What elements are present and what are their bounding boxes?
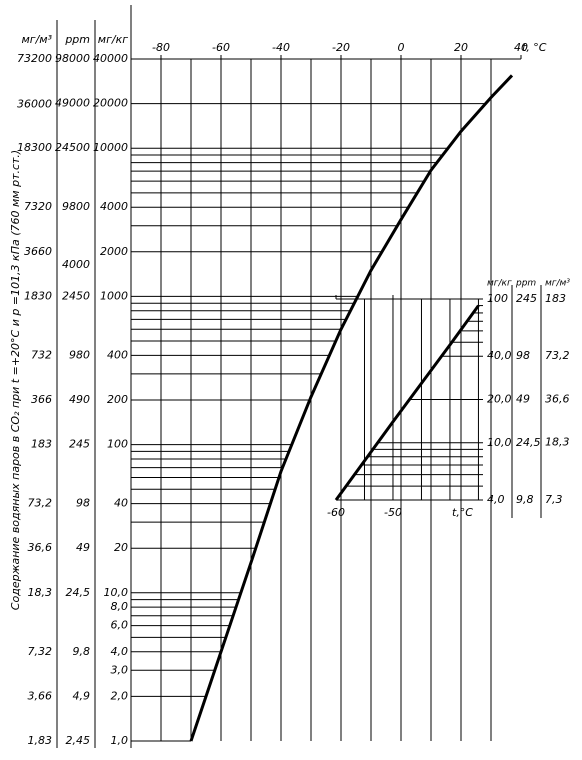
curve <box>334 304 480 501</box>
inset-background <box>336 270 576 520</box>
y-tick-label: 4,9 <box>73 689 91 702</box>
y-tick-label: 2450 <box>62 289 90 302</box>
y-tick-label: 245 <box>69 438 90 451</box>
y-tick-label: 7320 <box>24 200 52 213</box>
y-tick-label: 980 <box>69 348 90 361</box>
y-tick-label: 3,0 <box>111 663 129 676</box>
y-tick-label: 1,0 <box>111 734 129 747</box>
axis-header: мг/кг <box>487 279 512 289</box>
y-axis-title: Содержание водяных паров в CO₂ при t =+2… <box>9 150 22 610</box>
y-tick-label: 24,5 <box>516 436 541 449</box>
y-tick-label: 1,83 <box>28 734 53 747</box>
x-tick-label: 40 <box>514 41 528 54</box>
y-tick-label: 1830 <box>24 289 52 302</box>
x-tick-label: -60 <box>212 41 230 54</box>
y-tick-label: 18,3 <box>28 586 53 599</box>
y-tick-label: 200 <box>107 393 128 406</box>
x-tick-label: -40 <box>272 41 290 54</box>
y-tick-label: 36000 <box>17 98 52 111</box>
y-tick-label: 18300 <box>17 141 52 154</box>
y-tick-label: 73,2 <box>28 497 53 510</box>
y-tick-label: 49 <box>76 541 90 554</box>
y-tick-label: 10,0 <box>487 436 512 449</box>
y-tick-label: 2000 <box>100 245 128 258</box>
y-tick-label: 2,45 <box>66 734 91 747</box>
y-tick-label: 366 <box>31 393 52 406</box>
y-tick-label: 6,0 <box>111 619 129 632</box>
y-tick-label: 98 <box>516 349 530 362</box>
y-tick-label: 98 <box>76 497 90 510</box>
y-tick-label: 7,3 <box>545 493 563 506</box>
x-axis-title: t,°C <box>452 506 473 519</box>
y-tick-label: 49000 <box>55 97 90 110</box>
y-tick-label: 2,0 <box>111 689 129 702</box>
y-tick-label: 73,2 <box>545 349 570 362</box>
y-tick-label: 183 <box>545 292 566 305</box>
y-tick-label: 73200 <box>17 52 52 65</box>
y-tick-label: 40000 <box>93 52 128 65</box>
y-tick-label: 400 <box>107 348 128 361</box>
y-tick-label: 4,0 <box>111 645 129 658</box>
y-tick-label: 183 <box>31 438 52 451</box>
axis-header: мг/м³ <box>22 33 53 46</box>
axis-header: мг/м³ <box>545 279 570 289</box>
x-tick-label: 0 <box>398 41 405 54</box>
x-tick-label: 20 <box>454 41 468 54</box>
y-tick-label: 9800 <box>62 200 90 213</box>
x-tick-label: -80 <box>152 41 170 54</box>
y-tick-label: 20000 <box>93 97 128 110</box>
y-tick-label: 18,3 <box>545 436 570 449</box>
y-tick-label: 36,6 <box>28 541 53 554</box>
y-tick-label: 98000 <box>55 52 90 65</box>
axis-header: ppm <box>64 33 90 46</box>
x-tick-label: -50 <box>384 506 402 519</box>
y-tick-label: 40,0 <box>487 349 512 362</box>
x-axis-title: t, °C <box>522 41 547 54</box>
x-tick-label: -60 <box>327 506 345 519</box>
y-tick-label: 4000 <box>100 200 128 213</box>
y-tick-label: 1000 <box>100 289 128 302</box>
y-tick-label: 732 <box>31 348 52 361</box>
y-tick-label: 9,8 <box>516 493 534 506</box>
y-tick-label: 245 <box>516 292 537 305</box>
axis-header: мг/кг <box>98 33 128 46</box>
y-tick-label: 40 <box>114 497 128 510</box>
y-tick-label: 20 <box>114 541 128 554</box>
y-tick-label: 4,0 <box>487 493 505 506</box>
y-tick-label: 8,0 <box>111 600 129 613</box>
y-tick-label: 10000 <box>93 141 128 154</box>
y-tick-label: 100 <box>107 438 128 451</box>
y-tick-label: 3660 <box>24 245 52 258</box>
x-tick-label: -20 <box>332 41 350 54</box>
y-tick-label: 49 <box>516 393 530 406</box>
y-tick-label: 100 <box>487 292 508 305</box>
y-tick-label: 3,66 <box>28 689 53 702</box>
y-tick-label: 20,0 <box>487 393 512 406</box>
y-tick-label: 4000 <box>62 258 90 271</box>
y-tick-label: 24500 <box>55 141 90 154</box>
curve <box>189 74 514 742</box>
y-tick-label: 10,0 <box>104 586 129 599</box>
y-tick-label: 24,5 <box>66 586 91 599</box>
axis-header: ppm <box>515 279 536 289</box>
y-tick-label: 490 <box>69 393 90 406</box>
y-tick-label: 9,8 <box>73 645 91 658</box>
y-tick-label: 7,32 <box>28 645 53 658</box>
y-tick-label: 36,6 <box>545 392 570 405</box>
